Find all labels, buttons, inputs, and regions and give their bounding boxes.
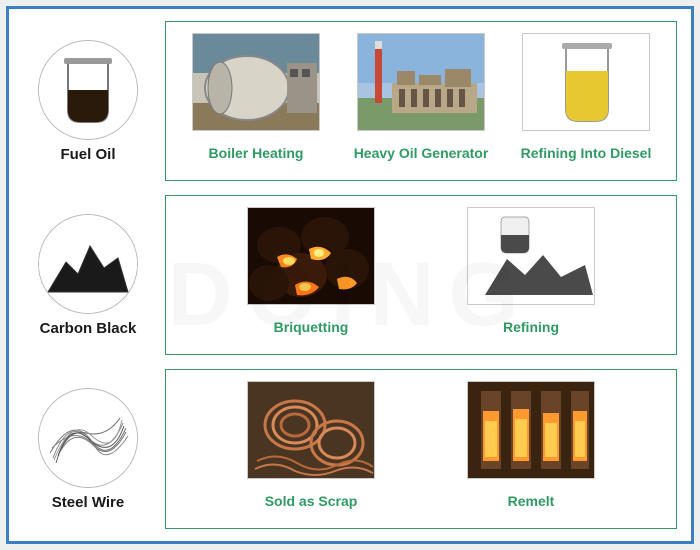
use-label: Briquetting: [274, 311, 349, 343]
product-cell: Fuel Oil: [23, 21, 153, 181]
product-label: Fuel Oil: [60, 146, 115, 163]
use-cell: Remelt: [456, 381, 606, 517]
use-cell: Boiler Heating: [181, 33, 331, 169]
use-cell: Refining: [456, 207, 606, 343]
powerplant-icon: [357, 33, 485, 131]
uses-box: Sold as Scrap Remelt: [165, 369, 677, 529]
product-cell: Steel Wire: [23, 369, 153, 529]
grey-powder-icon: [467, 207, 595, 305]
black-powder-icon: [38, 214, 138, 314]
uses-box: Briquetting Refining: [165, 195, 677, 355]
product-row: Fuel Oil Boiler Heating Heavy Oil Generato…: [23, 21, 677, 181]
use-cell: Heavy Oil Generator: [346, 33, 496, 169]
use-cell: Briquetting: [236, 207, 386, 343]
product-label: Steel Wire: [52, 494, 124, 511]
use-label: Refining: [503, 311, 559, 343]
use-label: Sold as Scrap: [265, 485, 358, 517]
product-label: Carbon Black: [40, 320, 137, 337]
use-label: Remelt: [508, 485, 555, 517]
use-cell: Refining Into Diesel: [511, 33, 661, 169]
beaker-yellow-icon: [522, 33, 650, 131]
copper-scrap-icon: [247, 381, 375, 479]
use-label: Boiler Heating: [209, 137, 304, 169]
product-row: Steel Wire Sold as Scrap Remelt: [23, 369, 677, 529]
boiler-icon: [192, 33, 320, 131]
diagram-frame: DOING Fuel OilBoiler HeatingHeavy Oil Ge…: [6, 6, 694, 544]
product-row: Carbon Black Briquetting Refining: [23, 195, 677, 355]
uses-box: Boiler Heating Heavy Oil Generator Refinin…: [165, 21, 677, 181]
wire-bundle-icon: [38, 388, 138, 488]
furnace-icon: [467, 381, 595, 479]
product-cell: Carbon Black: [23, 195, 153, 355]
beaker-dark-icon: [38, 40, 138, 140]
use-cell: Sold as Scrap: [236, 381, 386, 517]
use-label: Heavy Oil Generator: [354, 137, 489, 169]
use-label: Refining Into Diesel: [521, 137, 652, 169]
coals-icon: [247, 207, 375, 305]
